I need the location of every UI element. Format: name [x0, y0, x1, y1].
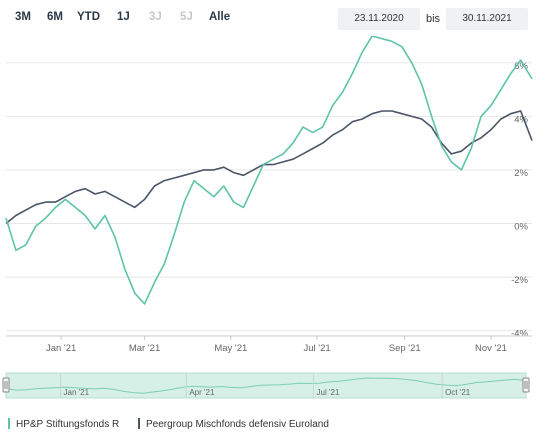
navigator-handle-left[interactable] — [2, 377, 10, 393]
y-tick-label: -2% — [511, 275, 528, 286]
date-from-input[interactable] — [338, 8, 420, 30]
performance-chart: 6% 4% 2% 0% -2% -4% Jan '21 Mar '21 May '21 Jul '… — [5, 36, 533, 354]
date-range-separator: bis — [426, 13, 441, 25]
x-tick-label: May '21 — [214, 343, 247, 354]
range-button-3m[interactable]: 3M — [15, 11, 31, 23]
navigator-series-line — [5, 377, 527, 394]
range-button-alle[interactable]: Alle — [209, 11, 231, 23]
y-tick-label: 2% — [514, 168, 528, 179]
y-tick-label: -4% — [511, 329, 528, 340]
series-line-fund — [5, 36, 533, 305]
legend-label-peer: Peergroup Mischfonds defensiv Euroland — [146, 419, 329, 430]
legend-item-fund[interactable]: HP&P Stiftungsfonds R — [8, 418, 119, 430]
range-button-ytd[interactable]: YTD — [77, 11, 100, 23]
series-line-peer — [5, 110, 533, 225]
range-button-3j: 3J — [149, 11, 162, 23]
navigator-tick-label: Jul '21 — [317, 388, 340, 397]
navigator-tick-label: Apr '21 — [189, 388, 215, 397]
date-to-input[interactable] — [446, 8, 528, 30]
x-tick-label: Jan '21 — [46, 343, 76, 354]
legend-swatch-fund — [8, 418, 10, 429]
x-tick-label: Nov '21 — [475, 343, 507, 354]
range-button-6m[interactable]: 6M — [47, 11, 63, 23]
x-tick-label: Jul '21 — [303, 343, 330, 354]
range-navigator[interactable]: Jan '21 Apr '21 Jul '21 Oct '21 — [0, 372, 540, 406]
legend-swatch-peer — [138, 418, 140, 429]
y-tick-label: 4% — [514, 114, 528, 125]
x-tick-label: Mar '21 — [129, 343, 160, 354]
navigator-handle-right[interactable] — [522, 377, 530, 393]
legend-item-peer[interactable]: Peergroup Mischfonds defensiv Euroland — [138, 418, 329, 430]
legend-label-fund: HP&P Stiftungsfonds R — [16, 419, 120, 430]
range-button-5j: 5J — [180, 11, 193, 23]
navigator-tick-label: Jan '21 — [64, 388, 90, 397]
range-button-1j[interactable]: 1J — [117, 11, 130, 23]
y-tick-label: 0% — [514, 222, 528, 233]
navigator-tick-label: Oct '21 — [445, 388, 471, 397]
y-tick-label: 6% — [514, 61, 528, 72]
range-selector: 3M 6M YTD 1J 3J 5J Alle bis — [0, 0, 540, 36]
x-tick-label: Sep '21 — [389, 343, 421, 354]
